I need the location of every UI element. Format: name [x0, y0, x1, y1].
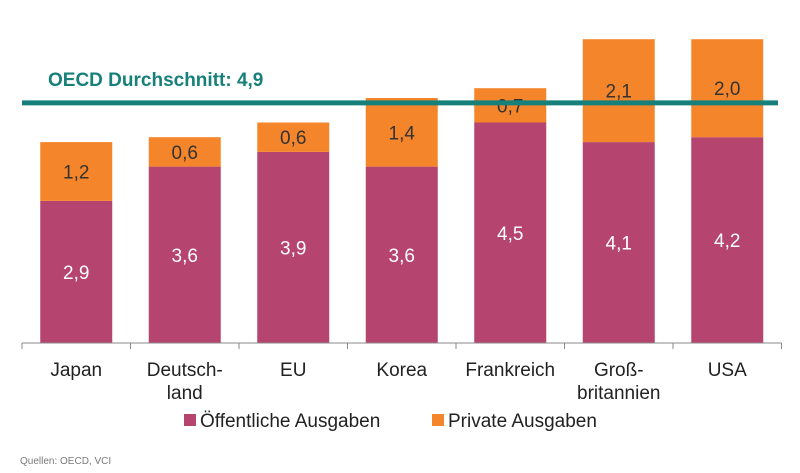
bar-public-4 [474, 122, 547, 343]
legend-label-private: Private Ausgaben [448, 411, 597, 432]
data-label-private-3: 1,4 [389, 123, 416, 144]
bars-group: 2,9 1,2 3,6 0,6 3,9 0,6 3,6 1,4 4,5 0,7 4,1 2,1 4,2 2… [40, 39, 764, 343]
data-label-public-6: 4,2 [714, 231, 740, 252]
legend-swatch-public [184, 414, 196, 426]
oecd-average-label: OECD Durchschnitt: 4,9 [48, 70, 263, 91]
data-label-private-0: 1,2 [63, 163, 89, 184]
tick-label-1: Deutsch-land [147, 360, 223, 404]
bar-private-0 [40, 142, 113, 201]
legend-swatch-private [432, 414, 444, 426]
data-label-public-2: 3,9 [280, 238, 306, 259]
bar-private-3 [365, 98, 438, 167]
bar-private-5 [582, 39, 655, 143]
bar-private-2 [257, 122, 330, 152]
tick-label-6: USA [708, 360, 747, 381]
data-label-public-5: 4,1 [606, 234, 632, 255]
bar-public-5 [582, 142, 655, 343]
data-label-public-3: 3,6 [389, 246, 415, 267]
tick-label-2: EU [280, 360, 306, 381]
source-note: Quellen: OECD, VCI [20, 456, 112, 467]
bar-public-3 [365, 166, 438, 343]
bar-private-6 [691, 39, 764, 138]
oecd-reference-line-group: OECD Durchschnitt: 4,9 [22, 70, 778, 106]
legend-label-public: Öffentliche Ausgaben [200, 411, 380, 432]
bar-public-6 [691, 137, 764, 343]
x-axis [21, 342, 782, 349]
tick-label-4: Frankreich [465, 360, 555, 381]
x-tick-labels: Japan Deutsch-land EU Korea Frankreich Groß-b… [50, 360, 747, 404]
bar-public-0 [40, 200, 113, 343]
data-label-private-5: 2,1 [606, 82, 632, 103]
tick-label-0: Japan [50, 360, 102, 381]
tick-label-3: Korea [376, 360, 427, 381]
data-label-private-2: 0,6 [280, 128, 306, 149]
bar-private-1 [148, 137, 221, 167]
legend: Öffentliche Ausgaben Private Ausgaben [184, 411, 597, 432]
data-label-public-4: 4,5 [497, 224, 523, 245]
tick-label-5: Groß-britannien [577, 360, 660, 404]
bar-public-2 [257, 151, 330, 343]
data-label-public-0: 2,9 [63, 263, 89, 284]
data-label-private-4: 0,7 [497, 96, 523, 117]
data-label-public-1: 3,6 [172, 246, 198, 267]
bar-public-1 [148, 166, 221, 343]
data-label-private-1: 0,6 [172, 143, 198, 164]
data-label-private-6: 2,0 [714, 79, 740, 100]
